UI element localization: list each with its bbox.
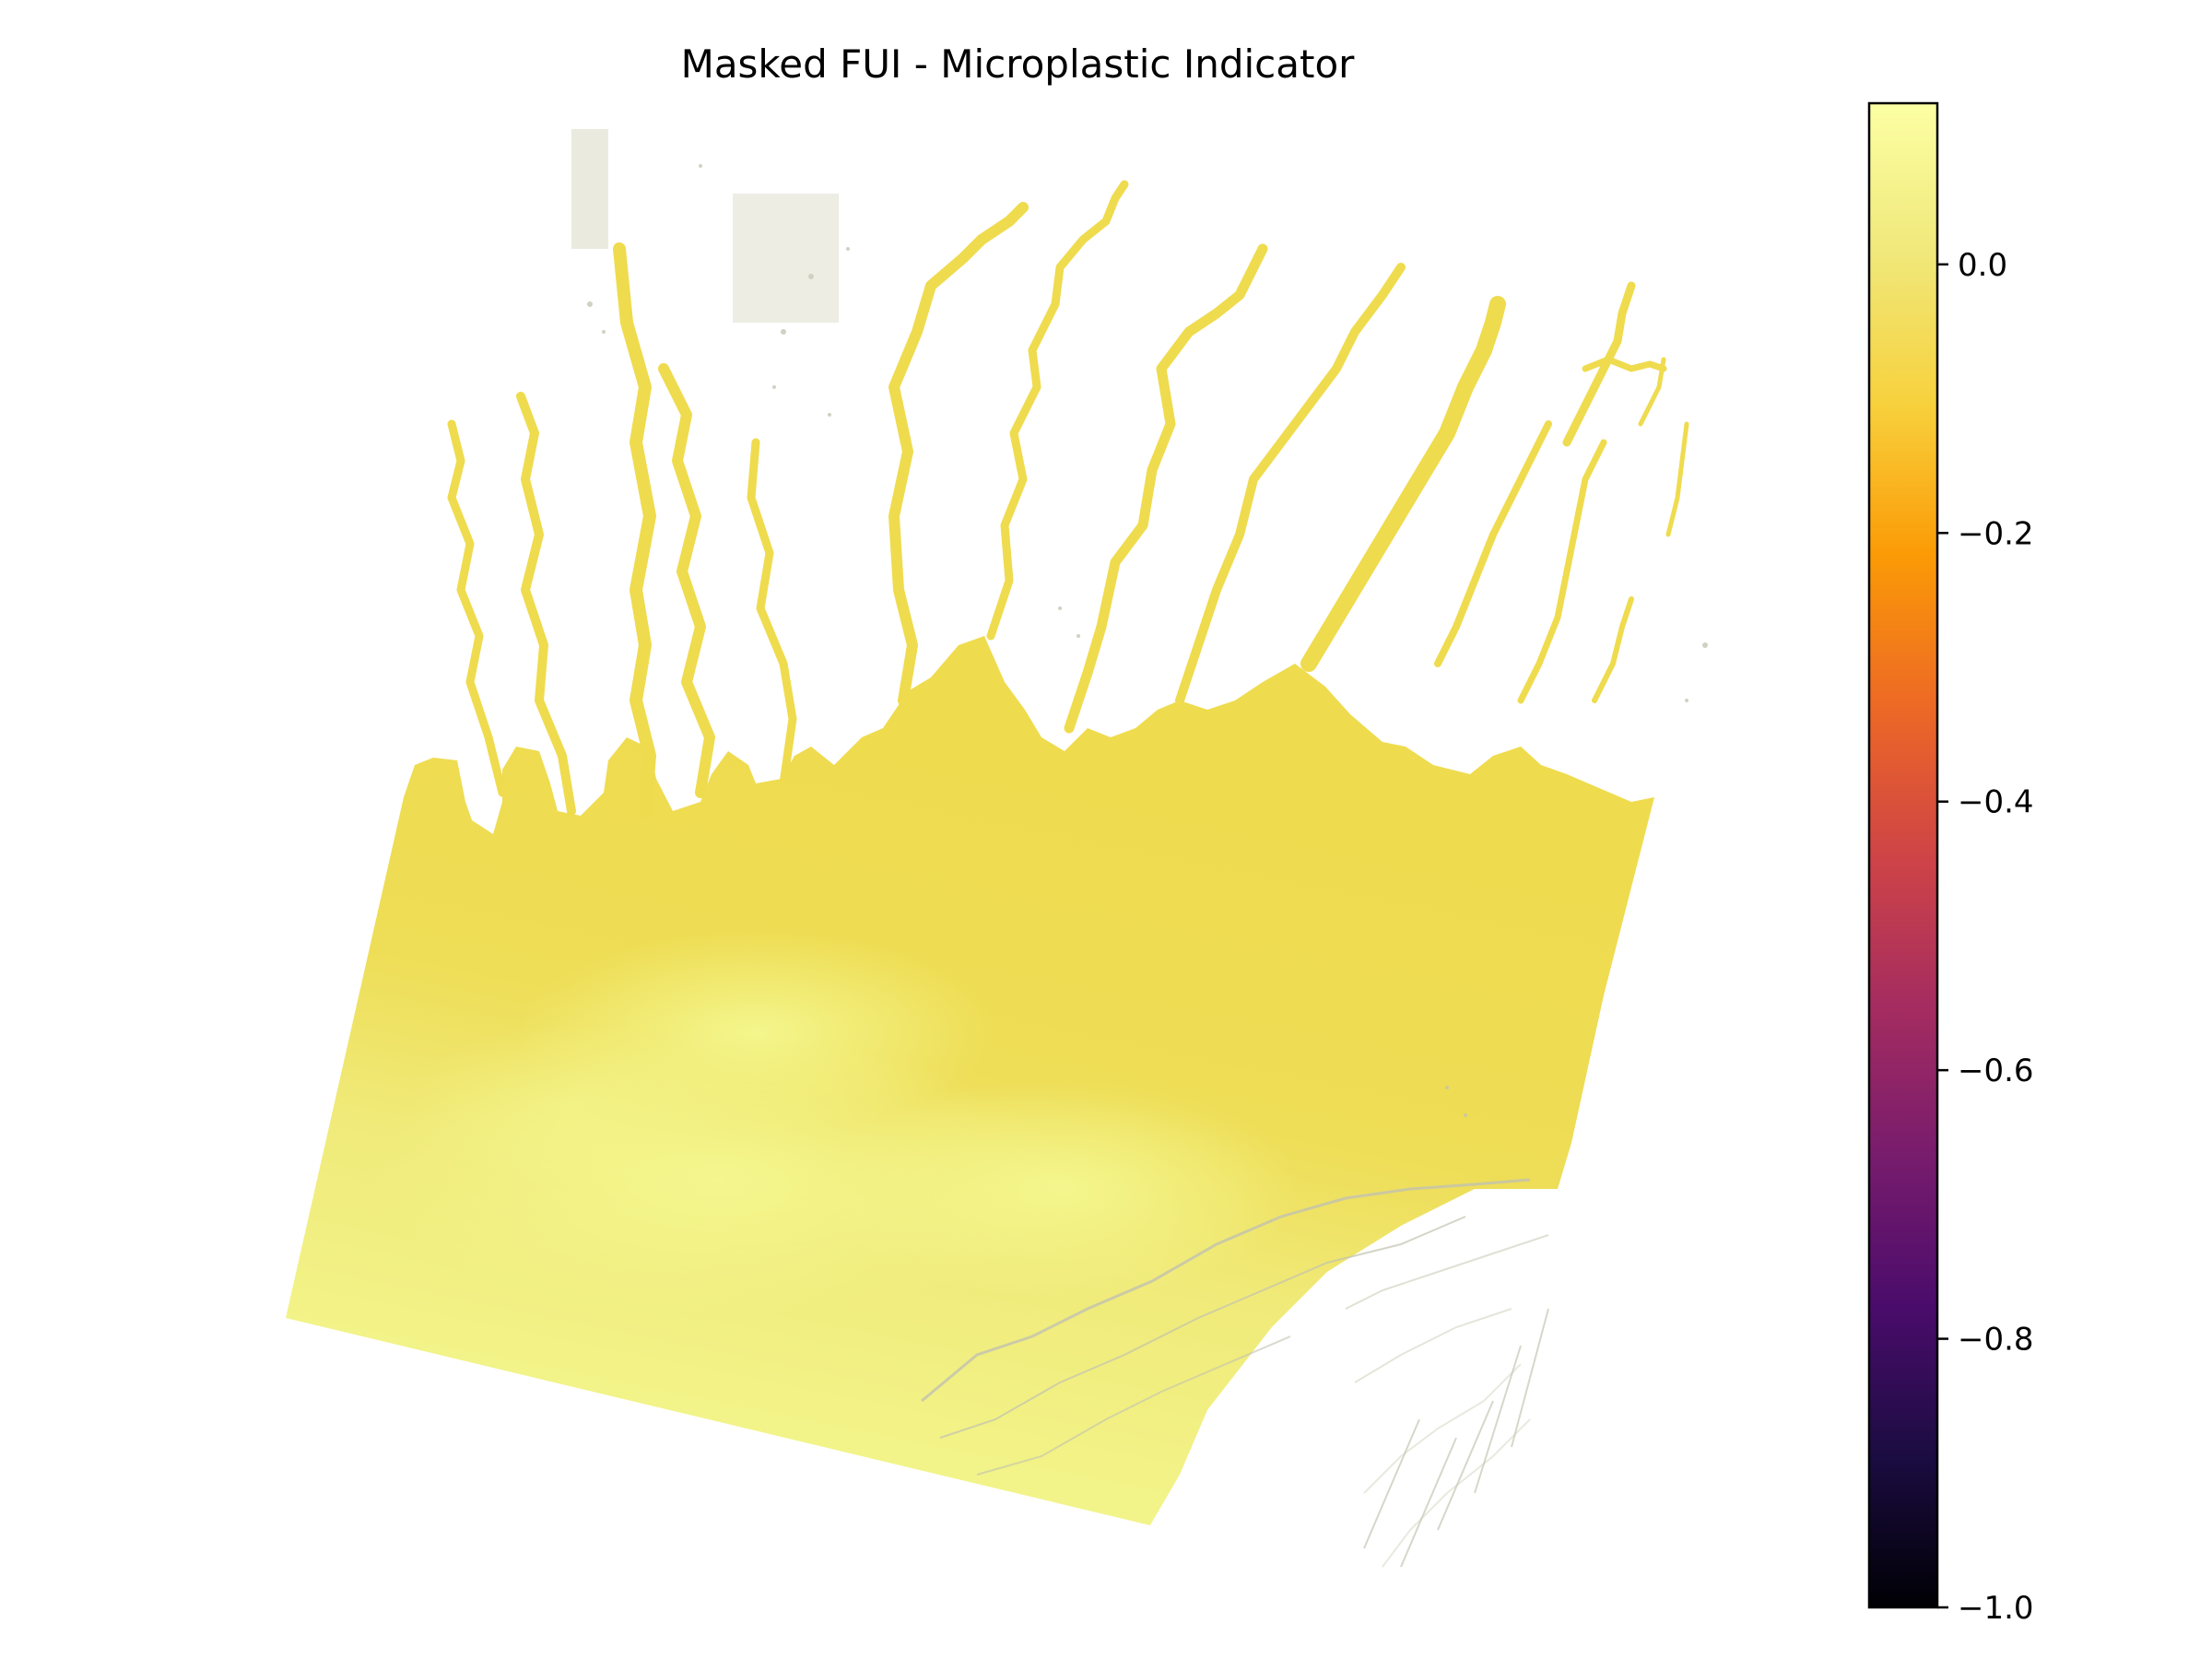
- colorbar-tick-label: −0.2: [1958, 515, 2034, 552]
- masked-region-southeast: [921, 1178, 1650, 1604]
- masked-image: [286, 129, 1708, 1604]
- colorbar-tick-label: −0.4: [1958, 784, 2034, 821]
- colorbar-tick-label: −0.8: [1958, 1322, 2034, 1359]
- colorbar-gradient: [1867, 101, 1939, 1609]
- colorbar: 0.0 −0.2 −0.4 −0.6 −0.8 −1.0: [1867, 101, 2034, 1627]
- colorbar-tick-label: −0.6: [1958, 1053, 2034, 1089]
- colorbar-ticks: 0.0 −0.2 −0.4 −0.6 −0.8 −1.0: [1937, 247, 2034, 1627]
- colorbar-tick-label: 0.0: [1958, 247, 2007, 284]
- masked-scatter-east: [1363, 1308, 1549, 1568]
- plume-overlay: [369, 931, 1300, 1318]
- masked-scatter-north: [571, 129, 1708, 1117]
- colorbar-tick-label: −1.0: [1958, 1590, 2034, 1627]
- chart-title: Masked FUI - Microplastic Indicator: [681, 41, 1356, 87]
- river-channels: [447, 180, 1689, 818]
